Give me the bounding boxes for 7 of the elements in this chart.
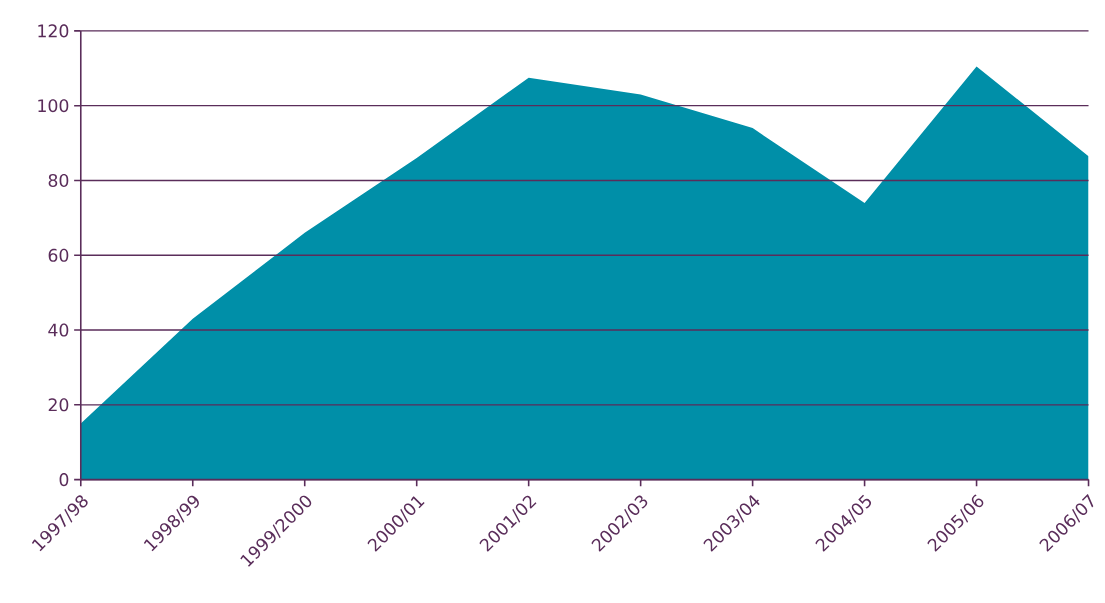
y-tick-label: 120 <box>38 24 69 38</box>
y-tick-label: 0 <box>59 472 69 487</box>
y-tick-label: 80 <box>48 173 69 187</box>
y-tick-label: 40 <box>48 323 69 337</box>
y-tick-label: 100 <box>38 99 69 113</box>
y-tick-label: 60 <box>48 248 69 262</box>
y-tick-label: 20 <box>48 398 69 412</box>
